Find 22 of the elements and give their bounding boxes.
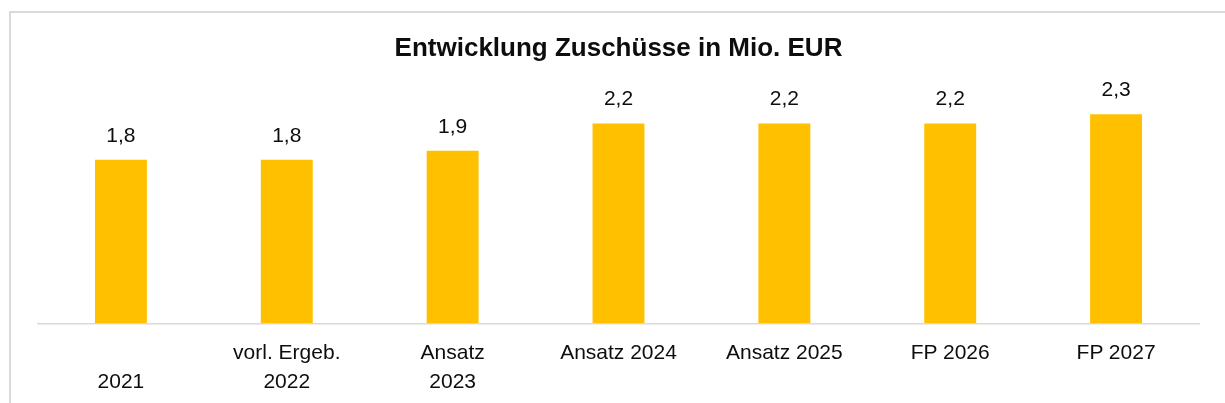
x-tick-label: Ansatz 2024	[560, 340, 678, 364]
chart-title: Entwicklung Zuschüsse in Mio. EUR	[394, 31, 843, 62]
x-tick-label: FP 2027	[1076, 340, 1156, 364]
data-label: 1,9	[438, 113, 468, 137]
bar	[94, 159, 147, 324]
data-label: 1,8	[106, 122, 136, 146]
x-tick-label: Ansatz 2025	[725, 340, 843, 364]
x-tick-label: Ansatz 2023	[420, 340, 485, 392]
bar	[592, 123, 645, 324]
bar	[260, 159, 313, 324]
data-label: 2,2	[603, 86, 634, 110]
x-tick-label: FP 2026	[910, 340, 990, 364]
x-tick-label: vorl. Ergeb. 2022	[233, 340, 341, 392]
data-label: 2,2	[769, 86, 799, 110]
data-label: 2,3	[1101, 77, 1131, 101]
data-label: 2,2	[935, 86, 965, 110]
bar	[924, 123, 977, 324]
bar	[758, 123, 811, 324]
bar	[1090, 114, 1143, 324]
bar	[426, 150, 479, 324]
x-tick-label: 2021	[97, 368, 145, 392]
data-label: 1,8	[272, 122, 302, 146]
